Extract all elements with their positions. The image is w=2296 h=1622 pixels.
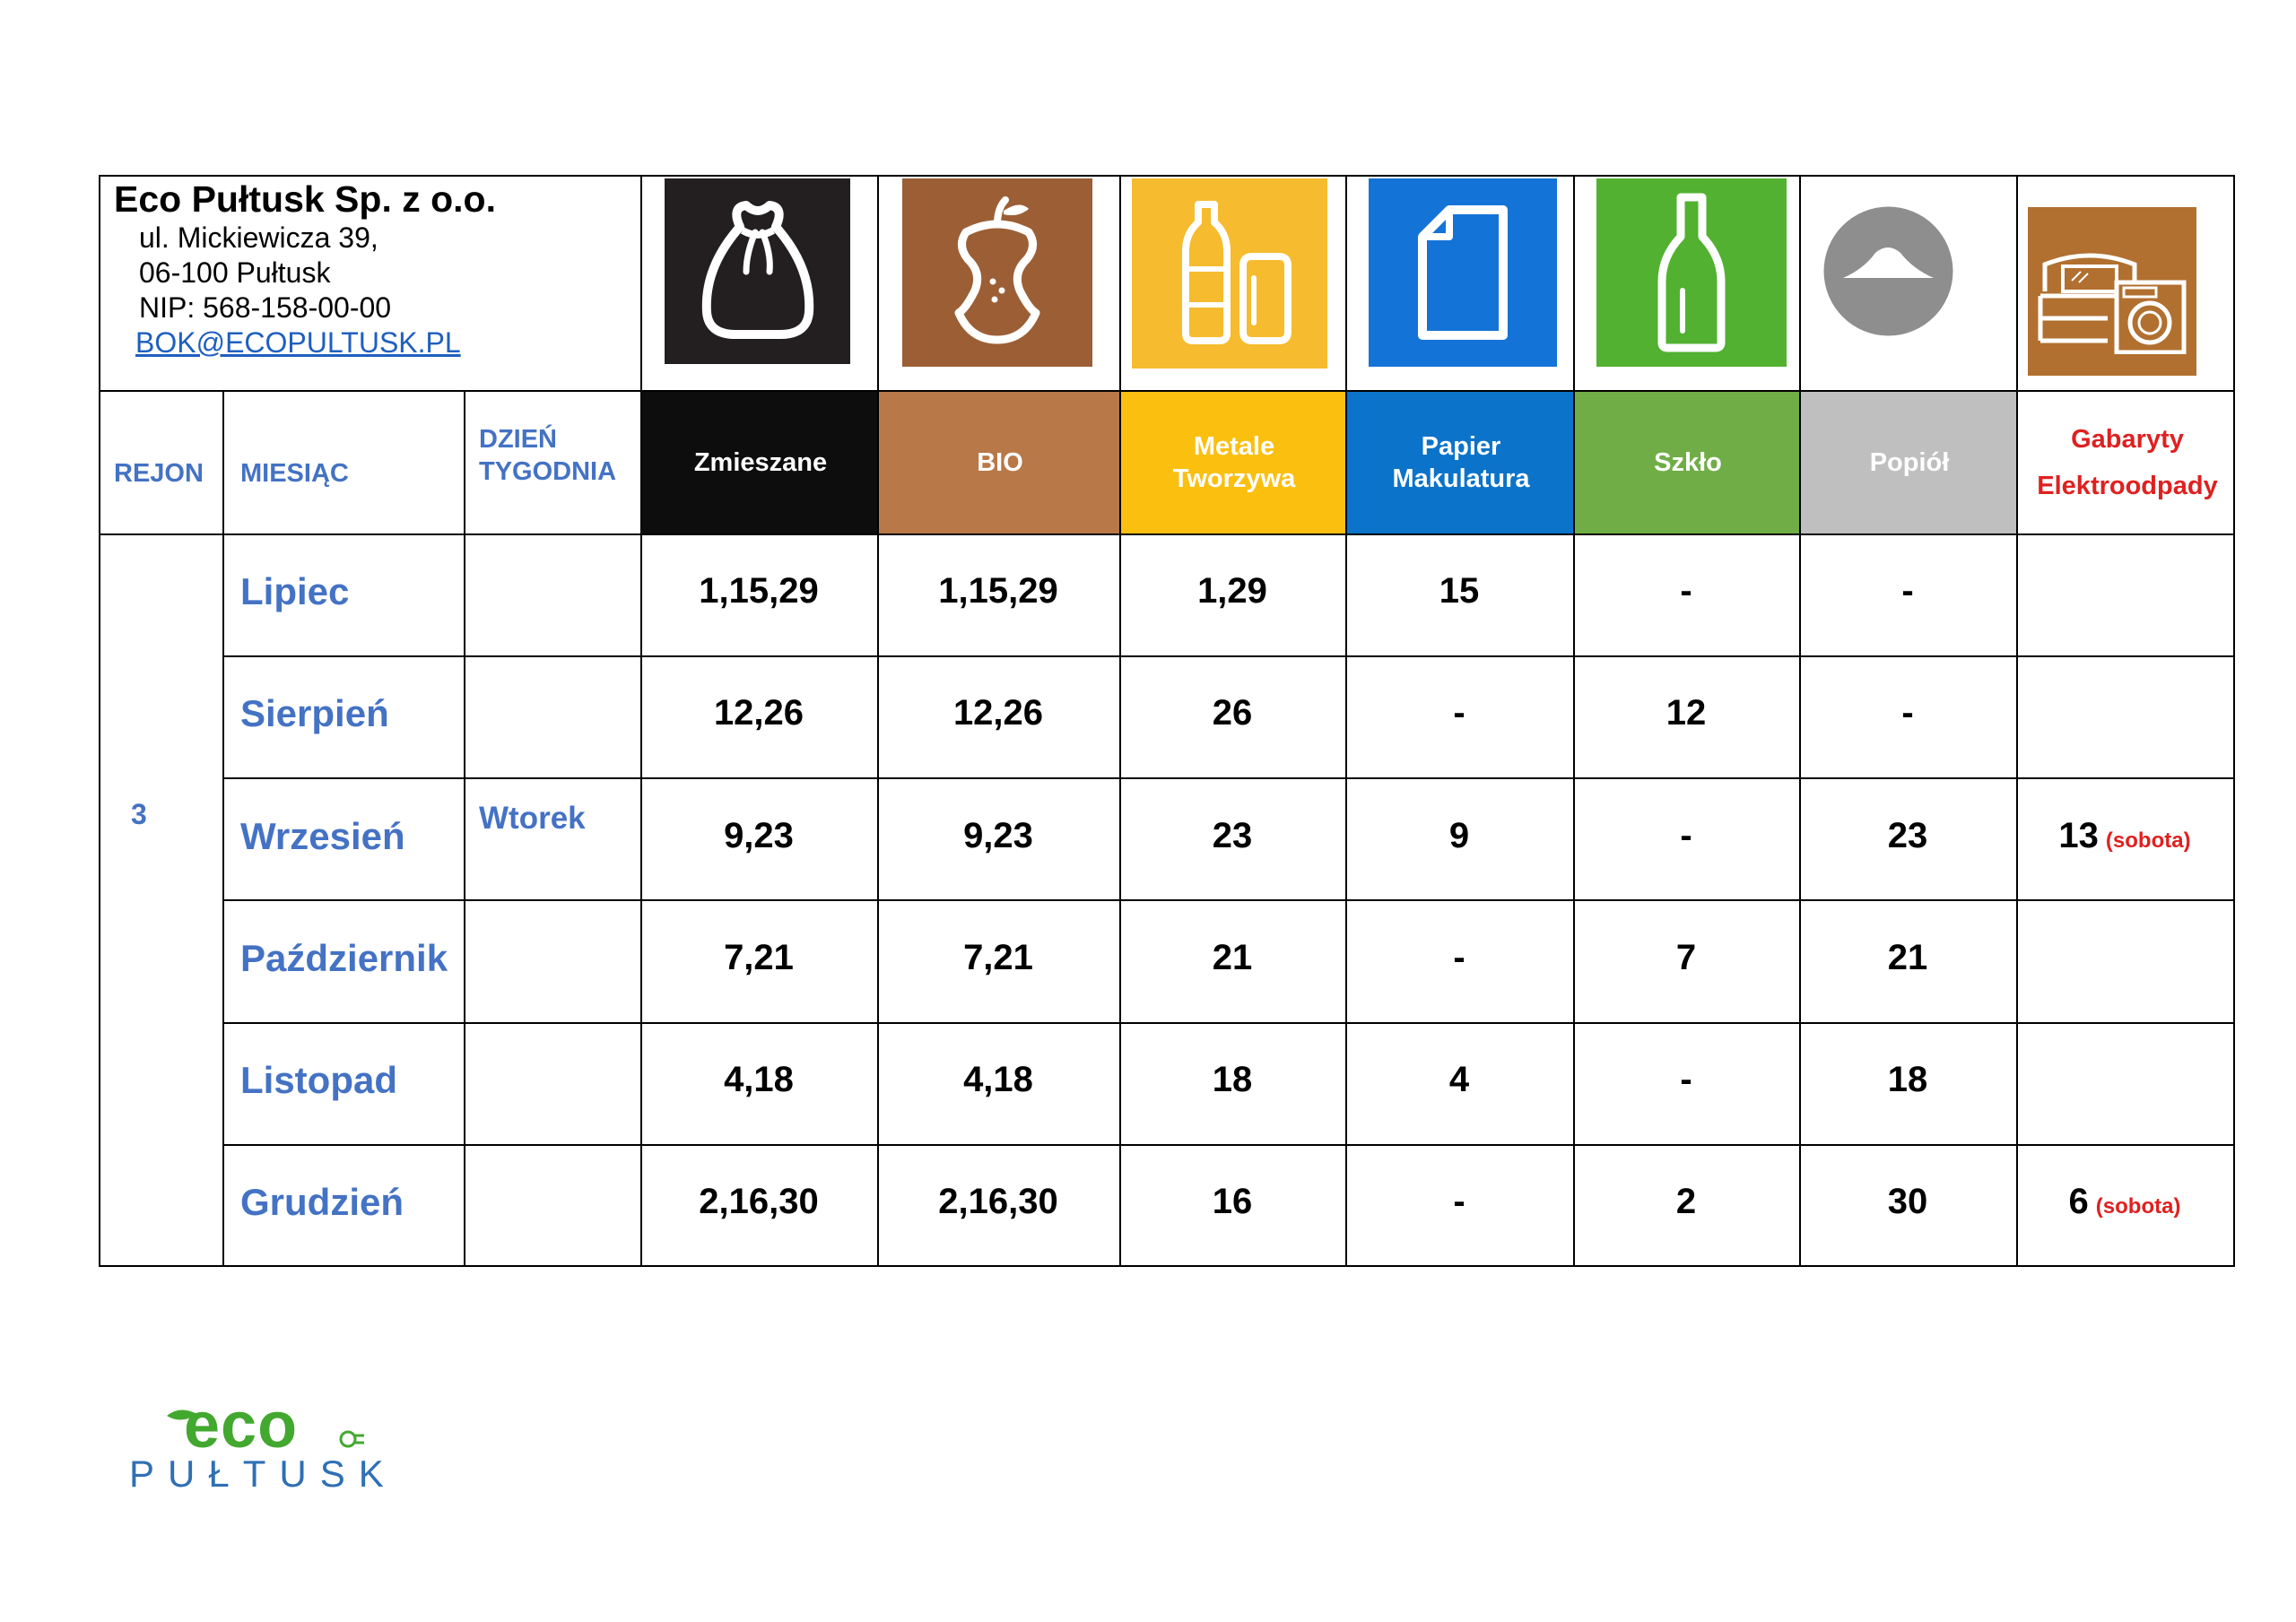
pickup-days-cell: 21 <box>1212 937 1253 977</box>
pickup-days-cell: 13 (sobota) <box>2058 815 2191 855</box>
pickup-days-cell: 18 <box>1212 1059 1253 1099</box>
pickup-days-cell: 2 <box>1675 1182 1697 1222</box>
pickup-days-cell: 7,21 <box>724 937 794 977</box>
pickup-days-cell: 6 (sobota) <box>2068 1182 2181 1222</box>
header-metal-plastic: Metale Tworzywa <box>1121 392 1347 533</box>
month-label: Wrzesień <box>240 814 405 857</box>
pickup-days-cell: - <box>1453 693 1465 733</box>
pickup-days-cell: 18 <box>1887 1059 1928 1099</box>
leaf-icon <box>167 1409 197 1420</box>
header-bio: BIO <box>879 392 1121 533</box>
header-mixed: Zmieszane <box>642 392 879 533</box>
trash-bag-icon <box>665 178 850 364</box>
logo-eco: eco <box>184 1390 299 1462</box>
month-label: Listopad <box>240 1058 397 1101</box>
pickup-days-cell: 16 <box>1212 1182 1253 1222</box>
header-bulky-electro: Gabaryty Elektroodpady <box>2018 392 2237 533</box>
pickup-days-cell: 4 <box>1448 1059 1470 1099</box>
pickup-days-cell: - <box>1901 693 1914 733</box>
eco-pultusk-logo: eco PUŁTUSK <box>126 1390 422 1502</box>
logo-city: PUŁTUSK <box>129 1453 397 1495</box>
header-weekday: DZIEŃ TYGODNIA <box>479 425 617 486</box>
pickup-days-cell: 9 <box>1448 815 1470 855</box>
header-month: MIESIĄC <box>240 459 349 488</box>
pickup-days-cell: 21 <box>1887 937 1928 977</box>
pickup-days-cell: 30 <box>1887 1182 1928 1222</box>
pickup-days-cell: 4,18 <box>963 1059 1033 1099</box>
saturday-note: (sobota) <box>2105 828 2191 853</box>
pickup-days-cell: 1,15,29 <box>699 571 819 612</box>
company-city: 06-100 Pułtusk <box>139 256 331 289</box>
company-email-link[interactable]: BOK@ECOPULTUSK.PL <box>135 326 461 359</box>
pickup-days-cell: 23 <box>1887 815 1928 855</box>
header-glass: Szkło <box>1575 392 1801 533</box>
pickup-days-cell: 2,16,30 <box>938 1182 1058 1222</box>
pickup-days-cell: 2,16,30 <box>699 1182 819 1222</box>
apple-core-icon <box>902 178 1092 367</box>
company-name: Eco Pułtusk Sp. z o.o. <box>114 178 496 220</box>
pickup-days-cell: 7,21 <box>963 937 1033 977</box>
ash-pile-icon <box>1823 206 1953 336</box>
company-street: ul. Mickiewicza 39, <box>139 221 378 254</box>
pickup-days-cell: 23 <box>1212 815 1253 855</box>
header-ash: Popiół <box>1801 392 2018 533</box>
month-label: Październik <box>240 936 448 979</box>
pickup-days-cell: 12,26 <box>713 693 804 733</box>
pickup-days-cell: 4,18 <box>724 1059 794 1099</box>
pickup-days-cell: - <box>1680 1059 1692 1099</box>
pickup-days-cell: - <box>1453 1182 1465 1222</box>
company-info: Eco Pułtusk Sp. z o.o. ul. Mickiewicza 3… <box>114 178 496 360</box>
glass-bottle-icon <box>1596 178 1787 367</box>
pickup-days-cell: 1,15,29 <box>938 571 1058 612</box>
pickup-days-cell: - <box>1680 815 1692 855</box>
paper-sheet-icon <box>1369 178 1557 367</box>
pickup-days-cell: 9,23 <box>963 815 1033 855</box>
bottle-and-can-icon <box>1132 178 1327 369</box>
furniture-and-washer-icon <box>2028 207 2196 376</box>
pickup-days-cell: 9,23 <box>724 815 794 855</box>
saturday-note: (sobota) <box>2095 1194 2181 1219</box>
month-label: Grudzień <box>240 1181 404 1224</box>
month-label: Sierpień <box>240 692 389 735</box>
pickup-days-cell: 1,29 <box>1197 571 1267 612</box>
pickup-days-cell: - <box>1680 571 1692 612</box>
region-number: 3 <box>131 798 147 830</box>
plug-icon <box>339 1430 364 1448</box>
schedule-table: Eco Pułtusk Sp. z o.o. ul. Mickiewicza 3… <box>99 175 2237 1267</box>
pickup-days-cell: 15 <box>1439 571 1480 612</box>
weekday-value: Wtorek <box>479 801 586 836</box>
header-paper: Papier Makulatura <box>1347 392 1575 533</box>
pickup-days-cell: 12 <box>1665 693 1707 733</box>
pickup-days-cell: 7 <box>1675 937 1697 977</box>
header-region: REJON <box>114 459 204 488</box>
pickup-days-cell: - <box>1453 937 1465 977</box>
company-nip: NIP: 568-158-00-00 <box>139 291 392 324</box>
pickup-days-cell: - <box>1901 571 1914 612</box>
month-label: Lipiec <box>240 570 350 613</box>
pickup-days-cell: 26 <box>1212 693 1253 733</box>
pickup-days-cell: 12,26 <box>952 693 1044 733</box>
